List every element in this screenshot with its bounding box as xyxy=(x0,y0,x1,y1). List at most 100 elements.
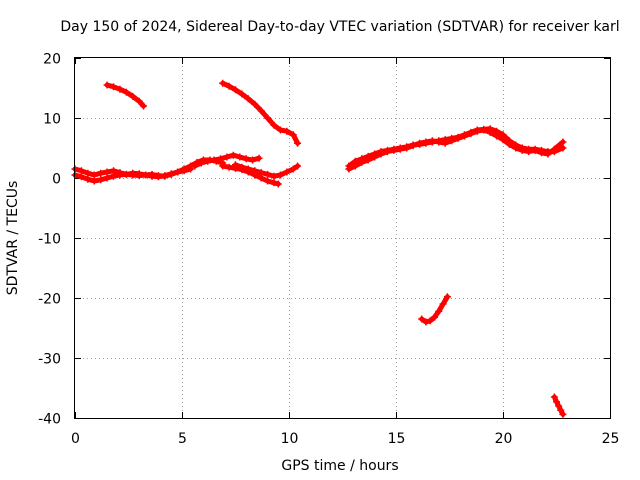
data-point xyxy=(550,145,558,153)
data-point xyxy=(443,293,451,301)
data-point xyxy=(77,167,85,175)
data-point xyxy=(110,172,118,180)
y-tick-label: -40 xyxy=(38,412,61,428)
data-point xyxy=(238,90,246,98)
data-point xyxy=(403,144,411,152)
data-point xyxy=(544,150,552,158)
data-point xyxy=(283,168,291,176)
data-point xyxy=(270,172,278,180)
x-axis-label: GPS time / hours xyxy=(281,458,398,474)
series-track-g xyxy=(219,79,302,147)
data-point xyxy=(255,154,263,162)
data-point xyxy=(422,138,430,146)
data-point xyxy=(219,162,227,170)
x-tick-label: 20 xyxy=(495,431,513,447)
data-point xyxy=(274,180,282,188)
y-tick-label: 10 xyxy=(43,112,61,128)
data-point xyxy=(538,149,546,157)
data-point xyxy=(557,406,565,414)
data-point xyxy=(116,171,124,179)
x-tick-label: 25 xyxy=(602,431,620,447)
series-track-h xyxy=(345,125,567,170)
data-point xyxy=(204,157,212,165)
data-point xyxy=(454,134,462,142)
data-point xyxy=(553,398,560,406)
data-point xyxy=(383,148,391,156)
data-point xyxy=(77,173,85,181)
data-point xyxy=(439,300,447,308)
data-point xyxy=(428,137,436,145)
series-track-i xyxy=(345,126,567,173)
data-point xyxy=(505,140,513,148)
y-tick-label: -20 xyxy=(38,292,61,308)
data-point xyxy=(161,172,169,180)
data-point xyxy=(493,132,501,140)
data-point xyxy=(232,161,239,169)
data-point xyxy=(289,165,297,173)
data-point xyxy=(435,138,443,146)
data-point xyxy=(426,317,434,325)
data-point xyxy=(409,142,417,150)
data-point xyxy=(377,150,385,158)
data-point xyxy=(396,145,404,153)
data-point xyxy=(84,169,92,177)
data-point xyxy=(225,82,233,90)
data-point xyxy=(219,79,227,87)
data-point xyxy=(525,148,533,156)
data-point xyxy=(251,100,259,108)
data-point xyxy=(223,153,231,161)
data-point xyxy=(499,136,507,144)
data-point xyxy=(167,170,175,178)
series-track-b xyxy=(71,165,195,185)
data-point xyxy=(129,92,137,100)
data-point xyxy=(236,153,244,161)
data-point xyxy=(270,121,278,129)
data-point xyxy=(154,173,162,181)
data-point xyxy=(460,132,468,140)
data-point xyxy=(422,318,430,326)
plot-frame xyxy=(74,57,611,419)
data-point xyxy=(139,102,147,110)
data-point xyxy=(129,169,137,177)
data-point xyxy=(416,139,424,147)
data-point xyxy=(110,83,118,91)
data-point xyxy=(103,81,111,89)
data-point xyxy=(174,168,182,176)
data-point xyxy=(238,163,246,171)
data-point xyxy=(244,95,252,103)
data-point xyxy=(358,158,366,166)
series-track-k xyxy=(550,393,567,418)
data-point xyxy=(351,162,359,170)
y-tick-label: -10 xyxy=(38,232,61,248)
data-point xyxy=(559,144,567,152)
data-point xyxy=(244,165,252,173)
series-track-j xyxy=(418,293,451,326)
tick-labels: 0 5 10 15 20 25 -40 -30 -20 -10 0 10 20 xyxy=(38,52,619,448)
data-point xyxy=(264,170,272,178)
data-point xyxy=(480,126,488,134)
data-point xyxy=(550,393,558,401)
series-trace xyxy=(346,126,566,169)
data-point xyxy=(249,156,257,164)
data-point xyxy=(435,307,443,315)
data-point xyxy=(264,114,272,122)
data-point xyxy=(276,126,284,134)
data-point xyxy=(371,153,379,161)
data-point xyxy=(242,155,250,163)
data-point xyxy=(270,179,278,187)
data-point xyxy=(518,146,526,154)
data-point xyxy=(232,86,239,94)
data-point xyxy=(467,130,475,138)
data-point xyxy=(559,410,567,418)
y-axis-label: SDTVAR / TECUs xyxy=(5,181,21,296)
data-point xyxy=(555,402,563,410)
data-point xyxy=(90,177,98,185)
y-tick-label: 0 xyxy=(52,172,61,188)
data-point xyxy=(364,156,372,164)
data-point xyxy=(289,131,297,139)
data-point xyxy=(180,167,188,175)
data-point xyxy=(103,168,111,176)
data-point xyxy=(135,97,143,105)
data-point xyxy=(103,174,111,182)
series-track-f xyxy=(103,81,147,110)
